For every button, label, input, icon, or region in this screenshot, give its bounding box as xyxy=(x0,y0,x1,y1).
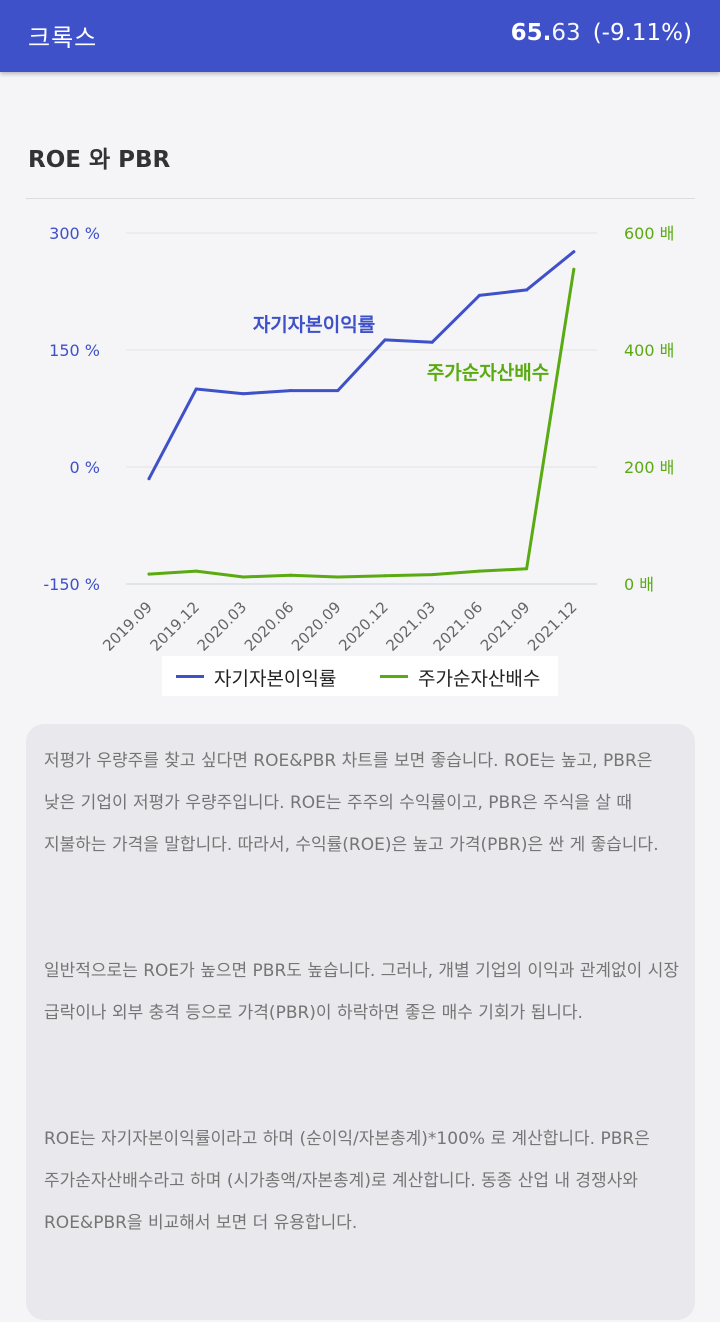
x-tick-label: 2021.06 xyxy=(430,598,487,655)
roe-point xyxy=(147,477,151,481)
x-tick-label: 2019.09 xyxy=(99,598,156,655)
y-left-tick-label: 0 % xyxy=(70,458,100,477)
x-tick-label: 2021.03 xyxy=(382,598,439,655)
legend-label-roe: 자기자본이익률 xyxy=(214,668,337,690)
legend-swatch-pbr xyxy=(380,675,408,678)
pbr-point xyxy=(572,267,576,271)
pbr-point xyxy=(147,572,151,576)
app-header: 크록스 65.63 (-9.11%) xyxy=(0,0,720,72)
x-tick-label: 2020.03 xyxy=(194,598,251,655)
price-change: (-9.11%) xyxy=(592,20,692,46)
x-tick-label: 2021.12 xyxy=(524,598,581,655)
legend-label-pbr: 주가순자산배수 xyxy=(418,668,541,690)
price-decimal: 63 xyxy=(551,20,581,46)
pbr-point xyxy=(383,574,387,578)
stock-name: 크록스 xyxy=(28,24,98,52)
annotation-roe: 자기자본이익률 xyxy=(253,314,375,336)
info-paragraph-1: 저평가 우량주를 찾고 싶다면 ROE&PBR 차트를 보면 좋습니다. ROE… xyxy=(44,751,659,855)
pbr-line xyxy=(147,267,576,579)
y-left-tick-label: 300 % xyxy=(49,224,100,243)
roe-point xyxy=(336,389,340,393)
info-box: 저평가 우량주를 찾고 싶다면 ROE&PBR 차트를 보면 좋습니다. ROE… xyxy=(26,724,695,1320)
y-right-tick-label: 600 배 xyxy=(624,224,674,243)
y-left-tick-label: -150 % xyxy=(43,575,100,594)
pbr-point xyxy=(525,567,529,571)
pbr-point xyxy=(430,573,434,577)
info-paragraph-3: ROE는 자기자본이익률이라고 하며 (순이익/자본총계)*100% 로 계산합… xyxy=(44,1129,650,1233)
pbr-point xyxy=(336,575,340,579)
roe-point xyxy=(289,389,293,393)
pbr-point xyxy=(241,575,245,579)
roe-point xyxy=(383,338,387,342)
roe-point xyxy=(241,392,245,396)
x-tick-label: 2020.09 xyxy=(288,598,345,655)
roe-point xyxy=(430,340,434,344)
annotation-pbr: 주가순자산배수 xyxy=(427,362,549,384)
y-left-tick-label: 150 % xyxy=(49,341,100,360)
section-title: ROE 와 PBR xyxy=(28,147,171,173)
roe-point xyxy=(477,293,481,297)
price-integer: 65. xyxy=(510,20,552,46)
y-right-tick-label: 200 배 xyxy=(624,458,674,477)
pbr-point xyxy=(289,573,293,577)
divider xyxy=(26,198,695,199)
x-tick-label: 2020.12 xyxy=(335,598,392,655)
pbr-point xyxy=(194,569,198,573)
roe-point xyxy=(572,250,576,254)
x-tick-label: 2020.06 xyxy=(241,598,298,655)
legend-swatch-roe xyxy=(176,675,204,678)
stock-price: 65.63 (-9.11%) xyxy=(511,20,692,46)
roe-line xyxy=(147,250,576,481)
y-right-tick-label: 0 배 xyxy=(624,575,654,594)
x-tick-label: 2021.09 xyxy=(477,598,534,655)
roe-point xyxy=(525,288,529,292)
chart-legend: 자기자본이익률 주가순자산배수 xyxy=(162,656,558,696)
info-paragraph-2: 일반적으로는 ROE가 높으면 PBR도 높습니다. 그러나, 개별 기업의 이… xyxy=(44,961,679,1023)
x-tick-label: 2019.12 xyxy=(146,598,203,655)
pbr-point xyxy=(477,569,481,573)
roe-pbr-chart: 300 % 150 % 0 % -150 % 600 배 400 배 200 배 0 배 201… xyxy=(43,224,674,655)
roe-point xyxy=(194,387,198,391)
y-right-tick-label: 400 배 xyxy=(624,341,674,360)
